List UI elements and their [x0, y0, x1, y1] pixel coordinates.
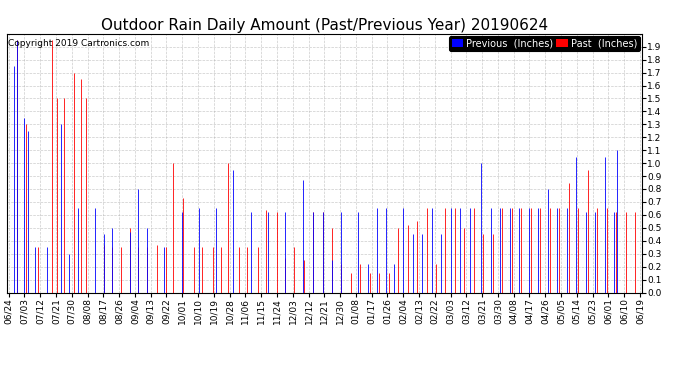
Title: Outdoor Rain Daily Amount (Past/Previous Year) 20190624: Outdoor Rain Daily Amount (Past/Previous…: [101, 18, 548, 33]
Text: Copyright 2019 Cartronics.com: Copyright 2019 Cartronics.com: [8, 39, 149, 48]
Legend: Previous  (Inches), Past  (Inches): Previous (Inches), Past (Inches): [449, 36, 640, 51]
